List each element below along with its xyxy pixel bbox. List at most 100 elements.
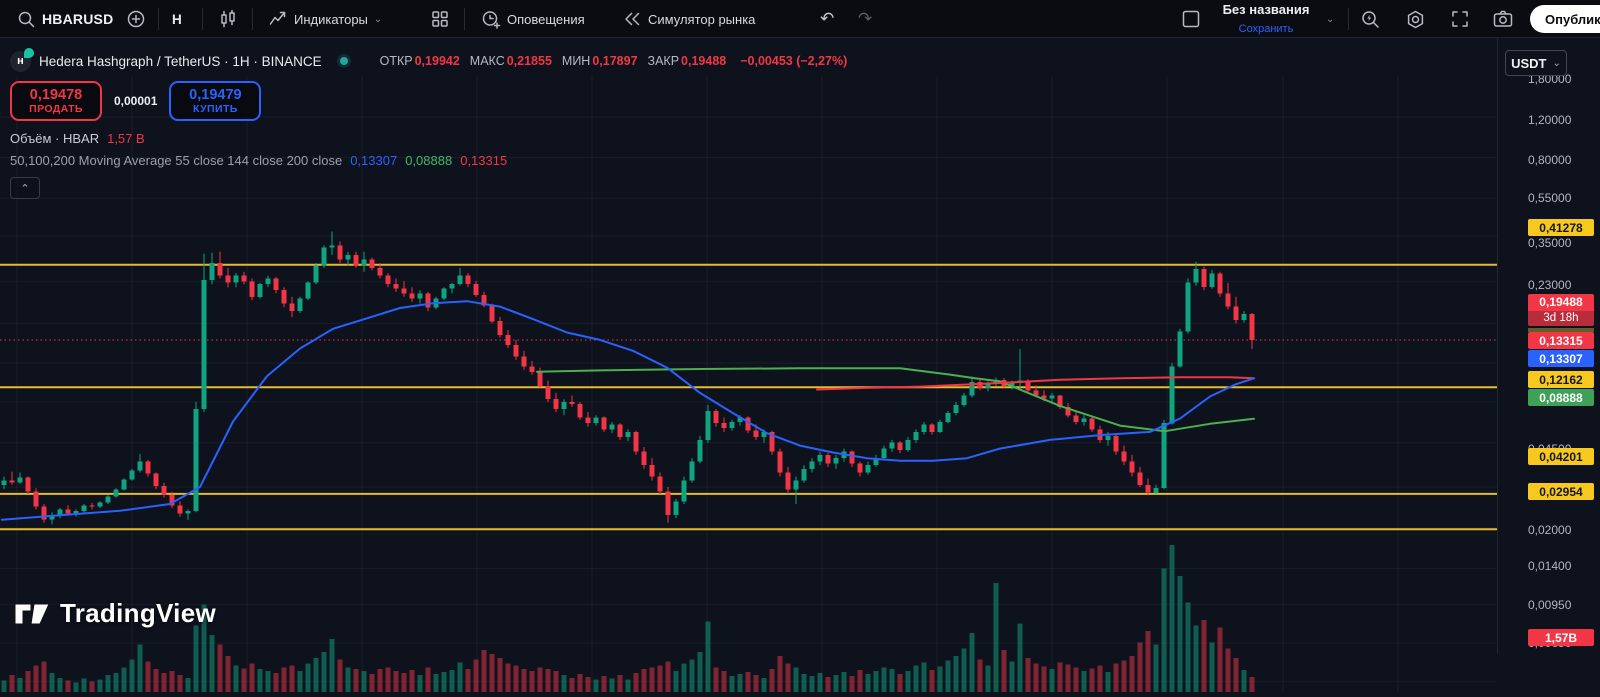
price-tick-0,35000: 0,35000 bbox=[1528, 236, 1572, 251]
redo-icon: ↷ bbox=[858, 9, 873, 28]
hbar-logo-blob bbox=[24, 47, 34, 58]
settings-hex-icon bbox=[1405, 9, 1426, 30]
plus-circle-icon bbox=[125, 8, 147, 30]
grid-templates-icon bbox=[430, 9, 450, 29]
undo-button[interactable]: ↶ bbox=[820, 0, 834, 38]
spread-value: 0,00001 bbox=[114, 94, 158, 108]
chevron-down-icon: ⌄ bbox=[1326, 13, 1335, 25]
symbol-title[interactable]: Hedera Hashgraph / TetherUS · 1H · BINAN… bbox=[39, 53, 322, 69]
occluded-label-sliver bbox=[1528, 328, 1594, 332]
toolbar-divider bbox=[464, 8, 465, 30]
volume-axis-label: 1,57B bbox=[1528, 629, 1594, 646]
buy-label: КУПИТЬ bbox=[193, 103, 238, 116]
price-tick-0,01400: 0,01400 bbox=[1528, 559, 1572, 574]
replay-icon bbox=[622, 9, 642, 29]
interval-button[interactable]: H bbox=[172, 0, 182, 38]
alerts-label: Оповещения bbox=[507, 11, 585, 27]
compare-add-button[interactable] bbox=[125, 0, 147, 38]
replay-button[interactable]: Симулятор рынка bbox=[622, 0, 755, 38]
low-value: 0,17897 bbox=[592, 54, 638, 68]
settings-button[interactable] bbox=[1405, 0, 1426, 38]
open-label: ОТКР bbox=[379, 54, 413, 68]
hline-label-012162: 0,12162 bbox=[1528, 371, 1594, 388]
indicators-icon bbox=[268, 9, 288, 29]
ohlc-values: ОТКР 0,19942 МАКС 0,21855 МИН 0,17897 ЗАКР 0… bbox=[380, 54, 848, 68]
last-price-value: 0,19488 bbox=[1528, 294, 1594, 311]
top-toolbar: HBARUSD H Индикаторы ⌄ Оповещения bbox=[0, 0, 1600, 38]
save-link[interactable]: Сохранить bbox=[1238, 23, 1294, 36]
close-value: 0,19488 bbox=[681, 54, 727, 68]
toolbar-divider bbox=[202, 8, 203, 30]
layout-menu-chevron[interactable]: ⌄ bbox=[1326, 0, 1334, 38]
chevron-down-icon[interactable]: ⌄ bbox=[373, 13, 383, 25]
currency-selector[interactable]: USDT ⌄ bbox=[1505, 50, 1567, 76]
indicators-label: Индикаторы bbox=[294, 11, 368, 27]
price-tick-0,02000: 0,02000 bbox=[1528, 523, 1572, 538]
price-tick-0,23000: 0,23000 bbox=[1528, 278, 1572, 293]
sell-label: ПРОДАТЬ bbox=[29, 103, 83, 116]
layout-button[interactable] bbox=[1180, 0, 1202, 38]
high-value: 0,21855 bbox=[506, 54, 552, 68]
price-tick-0,80000: 0,80000 bbox=[1528, 153, 1572, 168]
tradingview-logo-icon bbox=[14, 603, 50, 625]
ma-label: 50,100,200 Moving Average 55 close 144 c… bbox=[10, 153, 343, 168]
price-tick-0,00950: 0,00950 bbox=[1528, 598, 1572, 613]
redo-button[interactable]: ↷ bbox=[858, 0, 872, 38]
symbol-search[interactable]: HBARUSD bbox=[16, 0, 113, 38]
ma55-label: 0,13307 bbox=[1528, 350, 1594, 367]
market-status-dot[interactable] bbox=[339, 57, 348, 65]
ma144-label: 0,08888 bbox=[1528, 389, 1594, 406]
fullscreen-icon bbox=[1450, 9, 1470, 29]
indicators-button[interactable]: Индикаторы ⌄ bbox=[268, 0, 382, 38]
search-icon bbox=[16, 9, 36, 29]
layout-name-button[interactable]: Без названия Сохранить bbox=[1210, 0, 1322, 38]
quick-search-button[interactable] bbox=[1360, 0, 1381, 38]
chevron-up-icon: ⌃ bbox=[20, 182, 30, 195]
tradingview-watermark[interactable]: TradingView bbox=[14, 596, 216, 630]
symbol-legend-row[interactable]: н Hedera Hashgraph / TetherUS · 1H · BIN… bbox=[10, 47, 848, 72]
volume-legend-row[interactable]: Объём · HBAR 1,57 B bbox=[10, 131, 847, 146]
high-label: МАКС bbox=[469, 54, 505, 68]
camera-icon bbox=[1492, 8, 1514, 30]
candlestick-style-icon bbox=[218, 9, 238, 29]
volume-label: Объём · HBAR bbox=[10, 131, 100, 146]
tradingview-logo-text: TradingView bbox=[60, 597, 216, 628]
ma200-label: 0,13315 bbox=[1528, 332, 1594, 349]
legend-collapse-button[interactable]: ⌃ bbox=[10, 177, 40, 199]
price-tick-0,55000: 0,55000 bbox=[1528, 190, 1572, 205]
toolbar-divider bbox=[1348, 8, 1349, 30]
toolbar-divider bbox=[158, 8, 159, 30]
snapshot-button[interactable] bbox=[1492, 0, 1514, 38]
fullscreen-button[interactable] bbox=[1450, 0, 1470, 38]
chevron-down-icon: ⌄ bbox=[1552, 57, 1561, 69]
sell-button[interactable]: 0,19478 ПРОДАТЬ bbox=[10, 81, 102, 121]
undo-icon: ↶ bbox=[820, 9, 835, 28]
layout-square-icon bbox=[1180, 8, 1202, 30]
alerts-button[interactable]: Оповещения bbox=[480, 0, 585, 38]
layout-name: Без названия bbox=[1222, 1, 1310, 17]
publish-button[interactable]: Опубликовать bbox=[1530, 5, 1600, 33]
ma-legend-row[interactable]: 50,100,200 Moving Average 55 close 144 c… bbox=[10, 153, 847, 168]
hline-label-004201: 0,04201 bbox=[1528, 448, 1594, 465]
hbar-logo: н bbox=[10, 47, 34, 72]
open-value: 0,19942 bbox=[414, 54, 460, 68]
sell-price: 0,19478 bbox=[29, 86, 83, 103]
last-price-label: 0,19488 3d 18h bbox=[1528, 294, 1594, 326]
price-tick-1,20000: 1,20000 bbox=[1528, 112, 1572, 127]
quick-search-icon bbox=[1360, 9, 1381, 30]
low-label: МИН bbox=[561, 54, 591, 68]
alert-clock-icon bbox=[480, 9, 501, 30]
indicator-templates-button[interactable] bbox=[430, 0, 450, 38]
replay-label: Симулятор рынка bbox=[648, 11, 756, 27]
countdown-value: 3d 18h bbox=[1528, 311, 1594, 326]
interval-label: H bbox=[172, 11, 182, 27]
chart-style-button[interactable] bbox=[218, 0, 238, 38]
ma200-value: 0,13315 bbox=[460, 153, 508, 168]
buy-button[interactable]: 0,19479 КУПИТЬ bbox=[169, 81, 262, 121]
price-axis[interactable]: USDT ⌄ 0,19488 3d 18h 1,80000 1,20000 0,80… bbox=[1497, 38, 1600, 654]
hline-label-002954: 0,02954 bbox=[1528, 483, 1594, 500]
hline-label-041278: 0,41278 bbox=[1528, 219, 1594, 236]
symbol-name: HBARUSD bbox=[42, 11, 114, 27]
volume-value: 1,57 B bbox=[107, 131, 145, 146]
buy-price: 0,19479 bbox=[189, 86, 242, 103]
